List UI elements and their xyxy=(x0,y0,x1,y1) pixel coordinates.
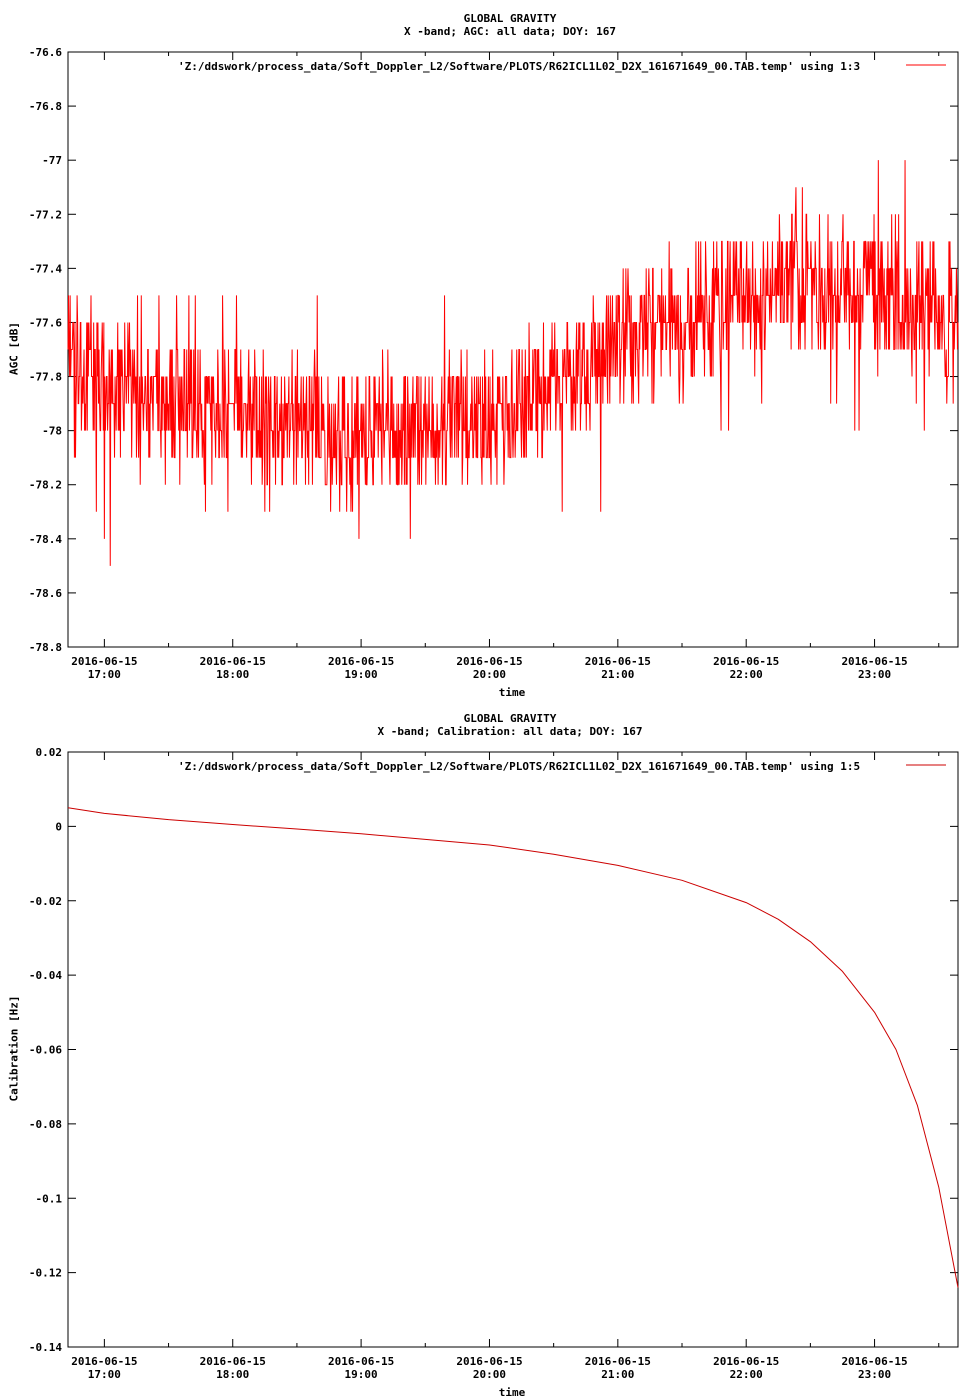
calibration-legend-label: 'Z:/ddswork/process_data/Soft_Doppler_L2… xyxy=(178,760,861,773)
calibration-y-tick-label: -0.14 xyxy=(29,1341,62,1354)
calibration-x-tick-date: 2016-06-15 xyxy=(713,1355,779,1368)
agc-y-tick-label: -77 xyxy=(42,154,62,167)
calibration-x-tick-date: 2016-06-15 xyxy=(328,1355,394,1368)
agc-y-tick-label: -78 xyxy=(42,425,62,438)
calibration-chart-subtitle: X -band; Calibration: all data; DOY: 167 xyxy=(377,725,643,738)
agc-x-tick-date: 2016-06-15 xyxy=(328,655,394,668)
agc-y-tick-label: -78.6 xyxy=(29,587,62,600)
agc-x-tick-time: 20:00 xyxy=(473,668,506,681)
agc-x-tick-date: 2016-06-15 xyxy=(585,655,651,668)
calibration-plot-border xyxy=(67,751,959,1348)
agc-x-tick-time: 17:00 xyxy=(88,668,121,681)
calibration-y-tick-label: -0.12 xyxy=(29,1267,62,1280)
calibration-x-tick-date: 2016-06-15 xyxy=(71,1355,137,1368)
agc-x-tick-date: 2016-06-15 xyxy=(713,655,779,668)
calibration-y-tick-label: -0.08 xyxy=(29,1118,62,1131)
agc-y-tick-label: -76.6 xyxy=(29,46,62,59)
agc-y-tick-label: -77.8 xyxy=(29,371,62,384)
calibration-x-tick-time: 20:00 xyxy=(473,1368,506,1381)
agc-series-line xyxy=(67,160,959,566)
agc-x-tick-date: 2016-06-15 xyxy=(841,655,907,668)
calibration-x-tick-time: 19:00 xyxy=(345,1368,378,1381)
calibration-x-axis-label: time xyxy=(498,1386,526,1399)
calibration-x-tick-time: 18:00 xyxy=(216,1368,249,1381)
calibration-y-tick-label: 0.02 xyxy=(36,746,63,759)
agc-x-tick-date: 2016-06-15 xyxy=(456,655,522,668)
calibration-series-line xyxy=(67,807,959,1288)
agc-x-tick-time: 21:00 xyxy=(601,668,634,681)
agc-y-tick-label: -78.8 xyxy=(29,641,62,654)
agc-y-tick-label: -77.4 xyxy=(29,262,62,275)
agc-y-tick-label: -78.4 xyxy=(29,533,62,546)
calibration-x-tick-date: 2016-06-15 xyxy=(456,1355,522,1368)
agc-chart: -76.6 -76.8 -77 -77.2 -77.4 -77.6 -77.8 -78 -78.… xyxy=(7,12,959,699)
calibration-x-tick-time: 21:00 xyxy=(601,1368,634,1381)
agc-chart-plot: -76.6 -76.8 -77 -77.2 -77.4 -77.6 -77.8 -78 -78.… xyxy=(29,46,959,681)
agc-chart-title: GLOBAL GRAVITY xyxy=(463,12,557,25)
calibration-x-tick-date: 2016-06-15 xyxy=(841,1355,907,1368)
calibration-y-tick-label: 0 xyxy=(55,820,62,833)
agc-y-tick-label: -78.2 xyxy=(29,479,62,492)
agc-chart-subtitle: X -band; AGC: all data; DOY: 167 xyxy=(404,25,616,38)
agc-x-tick-date: 2016-06-15 xyxy=(200,655,266,668)
calibration-x-tick-date: 2016-06-15 xyxy=(585,1355,651,1368)
calibration-y-tick-label: -0.02 xyxy=(29,895,62,908)
agc-x-tick-time: 22:00 xyxy=(730,668,763,681)
calibration-x-tick-time: 22:00 xyxy=(730,1368,763,1381)
agc-y-tick-label: -76.8 xyxy=(29,100,62,113)
agc-x-axis-label: time xyxy=(498,686,526,699)
agc-y-axis-label: AGC [dB] xyxy=(7,322,21,375)
calibration-chart-title: GLOBAL GRAVITY xyxy=(463,712,557,725)
agc-y-tick-label: -77.6 xyxy=(29,316,62,329)
calibration-x-tick-time: 17:00 xyxy=(88,1368,121,1381)
calibration-x-tick-time: 23:00 xyxy=(858,1368,891,1381)
calibration-y-axis-label: Calibration [Hz] xyxy=(7,995,21,1102)
calibration-y-tick-label: -0.06 xyxy=(29,1044,62,1057)
agc-x-tick-time: 18:00 xyxy=(216,668,249,681)
agc-x-tick-time: 23:00 xyxy=(858,668,891,681)
calibration-x-tick-date: 2016-06-15 xyxy=(200,1355,266,1368)
agc-x-tick-time: 19:00 xyxy=(345,668,378,681)
agc-legend-label: 'Z:/ddswork/process_data/Soft_Doppler_L2… xyxy=(178,60,861,73)
calibration-chart: 0.02 0 -0.02 -0.04 -0.06 -0.08 -0.1 -0.12 -0.14 2… xyxy=(0,700,980,1400)
agc-y-tick-label: -77.2 xyxy=(29,208,62,221)
agc-x-tick-date: 2016-06-15 xyxy=(71,655,137,668)
calibration-chart-plot: 0.02 0 -0.02 -0.04 -0.06 -0.08 -0.1 -0.12 -0.14 2… xyxy=(29,746,959,1381)
calibration-y-tick-label: -0.04 xyxy=(29,969,62,982)
calibration-y-tick-label: -0.1 xyxy=(36,1192,63,1205)
